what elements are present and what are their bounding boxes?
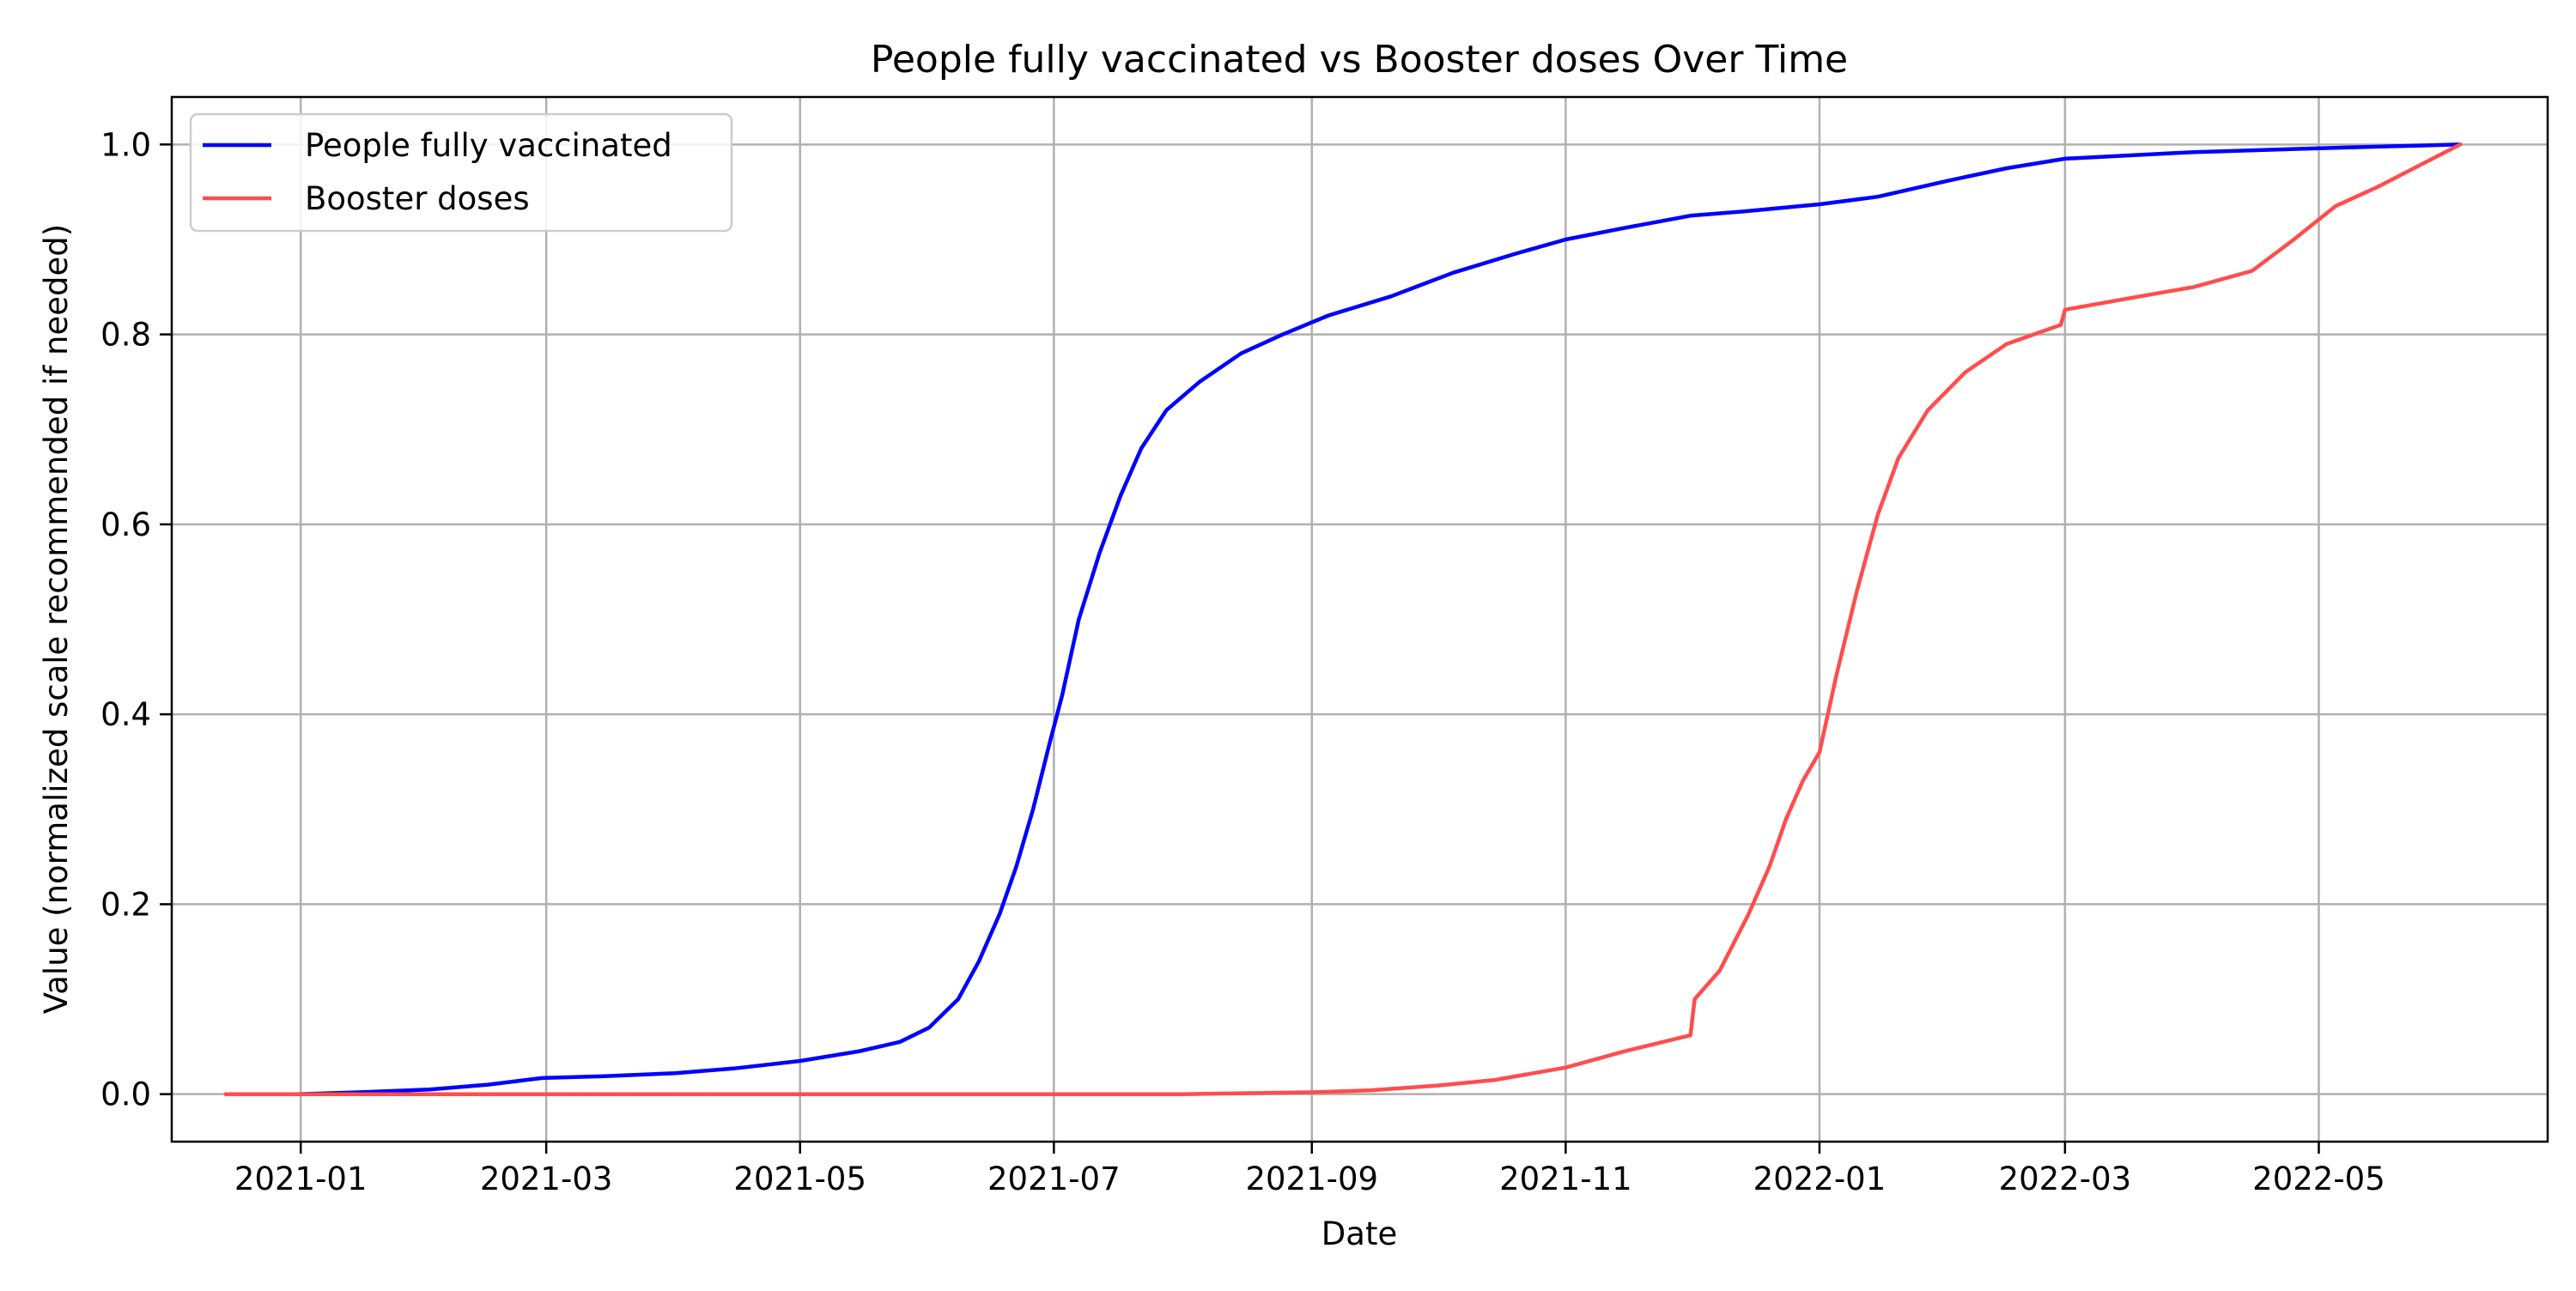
x-tick-label: 2021-05 <box>733 1161 866 1197</box>
x-tick-label: 2022-03 <box>1999 1161 2132 1197</box>
legend-label-booster-doses: Booster doses <box>305 180 530 217</box>
legend-label-fully-vaccinated: People fully vaccinated <box>305 127 672 164</box>
series-line-fully-vaccinated <box>223 142 2463 1096</box>
y-tick-label: 0.4 <box>100 696 151 733</box>
x-tick-label: 2021-11 <box>1499 1161 1632 1197</box>
plot-area-frame <box>170 95 2549 1143</box>
series-line-booster-doses <box>223 142 2463 1096</box>
x-tick-label: 2022-01 <box>1753 1161 1886 1197</box>
y-tick-label: 0.2 <box>100 886 151 923</box>
x-tick-label: 2021-01 <box>234 1161 368 1197</box>
series-layer <box>223 142 2463 1096</box>
x-tick-label: 2021-09 <box>1245 1161 1378 1197</box>
y-axis-label: Value (normalized scale recommended if n… <box>38 224 75 1014</box>
x-axis-label: Date <box>1321 1215 1397 1252</box>
chart-title: People fully vaccinated vs Booster doses… <box>871 38 1848 82</box>
grid <box>172 97 2548 1142</box>
x-tick-label: 2022-05 <box>2252 1161 2385 1197</box>
y-tick-label: 0.0 <box>100 1076 151 1113</box>
y-tick-label: 0.6 <box>100 506 151 543</box>
x-tick-label: 2021-03 <box>480 1161 613 1197</box>
legend-box <box>189 112 733 233</box>
y-tick-label: 1.0 <box>100 126 151 163</box>
y-tick-label: 0.8 <box>100 317 151 354</box>
legend: People fully vaccinated Booster doses <box>189 112 733 233</box>
x-tick-label: 2021-07 <box>987 1161 1121 1197</box>
axis-ticks: 2021-01 2021-03 2021-05 2021-07 2021-09 2021-… <box>100 126 2385 1197</box>
